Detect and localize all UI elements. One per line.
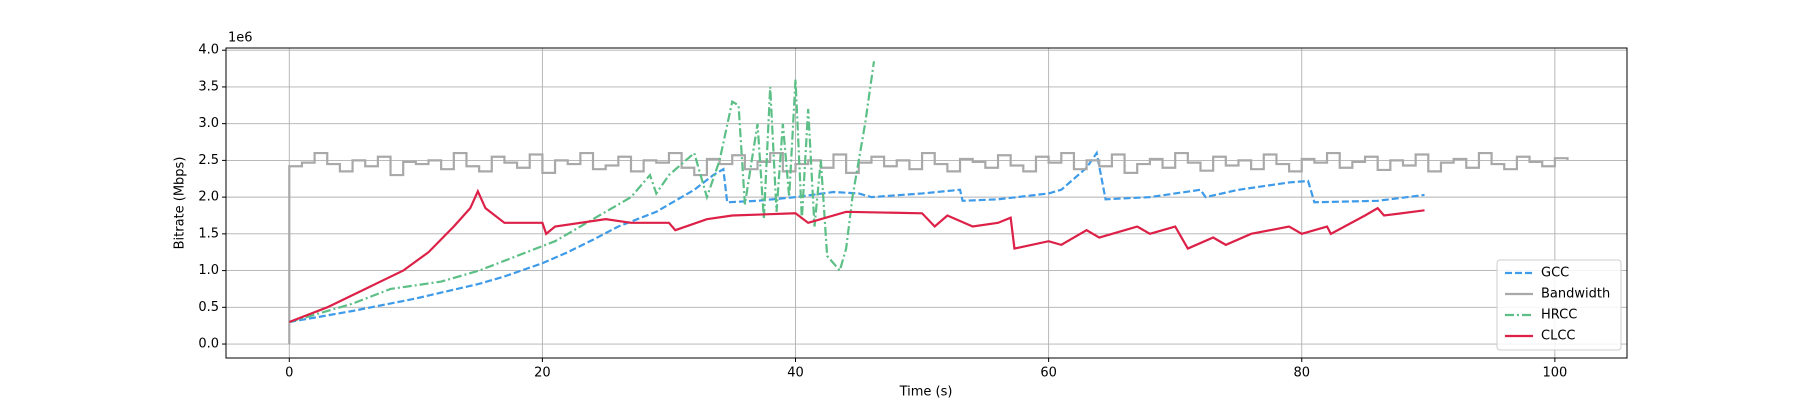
x-tick-label: 60 <box>1040 366 1057 381</box>
plot-frame <box>225 47 1628 359</box>
y-tick-label: 2.0 <box>198 190 219 205</box>
series-line <box>288 61 876 324</box>
legend-label: HRCC <box>1541 308 1577 323</box>
series-line <box>288 151 1569 345</box>
x-tick-label: 80 <box>1293 366 1310 381</box>
x-tick-label: 100 <box>1542 366 1567 381</box>
y-tick-label: 3.5 <box>198 79 219 94</box>
x-tick-label: 40 <box>787 366 804 381</box>
series-line <box>288 188 1425 324</box>
x-tick-label: 20 <box>534 366 551 381</box>
y-tick-label: 1.0 <box>198 263 219 278</box>
x-tick-label: 0 <box>285 366 293 381</box>
y-tick-label: 1.5 <box>198 226 219 241</box>
legend-box <box>1496 259 1622 351</box>
y-offset-text: 1e6 <box>228 31 253 46</box>
y-tick-label: 4.0 <box>198 43 219 58</box>
y-tick-label: 0.5 <box>198 300 219 315</box>
y-tick-label: 3.0 <box>198 116 219 131</box>
y-tick-label: 0.0 <box>198 337 219 352</box>
y-tick-label: 2.5 <box>198 153 219 168</box>
legend-label: CLCC <box>1541 329 1575 344</box>
y-axis-label: Bitrate (Mbps) <box>173 157 188 250</box>
legend-label: Bandwidth <box>1541 287 1610 302</box>
series-line <box>289 150 1425 324</box>
x-axis-label: Time (s) <box>899 385 953 400</box>
legend-label: GCC <box>1541 266 1569 281</box>
